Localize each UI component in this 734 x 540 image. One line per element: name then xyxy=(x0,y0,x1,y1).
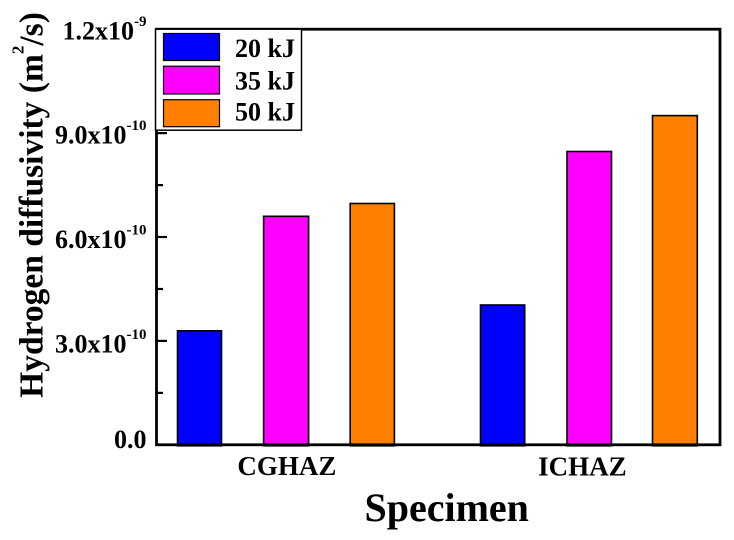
svg-text:50 kJ: 50 kJ xyxy=(235,98,295,127)
svg-text:3.0x10-10: 3.0x10-10 xyxy=(55,327,147,359)
svg-text:0.0: 0.0 xyxy=(114,425,147,454)
svg-text:1.2x10-9: 1.2x10-9 xyxy=(63,14,147,46)
svg-text:9.0x10-10: 9.0x10-10 xyxy=(55,118,147,150)
svg-text:Specimen: Specimen xyxy=(364,485,528,530)
svg-text:20 kJ: 20 kJ xyxy=(235,34,295,63)
svg-text:35 kJ: 35 kJ xyxy=(235,66,295,95)
svg-text:6.0x10-10: 6.0x10-10 xyxy=(55,222,147,254)
svg-text:CGHAZ: CGHAZ xyxy=(237,451,336,481)
svg-text:ICHAZ: ICHAZ xyxy=(538,452,627,482)
svg-text:Hydrogen diffusivity (m2/s): Hydrogen diffusivity (m2/s) xyxy=(9,12,51,398)
